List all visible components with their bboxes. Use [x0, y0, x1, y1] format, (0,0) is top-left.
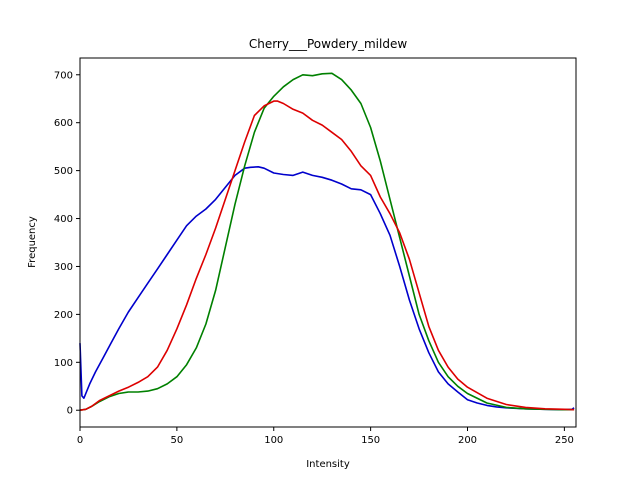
y-axis-label: Frequency [27, 216, 38, 268]
x-axis-label: Intensity [306, 459, 350, 470]
x-tick-label: 150 [361, 435, 380, 446]
axis-ticks: 0 50 100 150 200 250 0 100 200 300 400 500 600 700 [54, 70, 574, 446]
x-tick-label: 250 [555, 435, 574, 446]
x-tick-label: 50 [171, 435, 184, 446]
y-tick-label: 400 [54, 214, 73, 225]
y-tick-label: 100 [54, 358, 73, 369]
y-tick-label: 200 [54, 310, 73, 321]
y-tick-label: 600 [54, 118, 73, 129]
chart-title: Cherry___Powdery_mildew [249, 37, 407, 51]
green-channel-line [79, 72, 575, 411]
blue-channel-line [79, 166, 575, 411]
x-tick-label: 200 [458, 435, 477, 446]
y-tick-label: 700 [54, 70, 73, 81]
plot-area [79, 72, 575, 411]
y-tick-label: 500 [54, 166, 73, 177]
y-tick-label: 0 [67, 406, 73, 417]
x-tick-label: 0 [77, 435, 83, 446]
y-tick-label: 300 [54, 262, 73, 273]
red-channel-line [79, 100, 575, 411]
x-tick-label: 100 [264, 435, 283, 446]
plot-frame [79, 57, 577, 428]
